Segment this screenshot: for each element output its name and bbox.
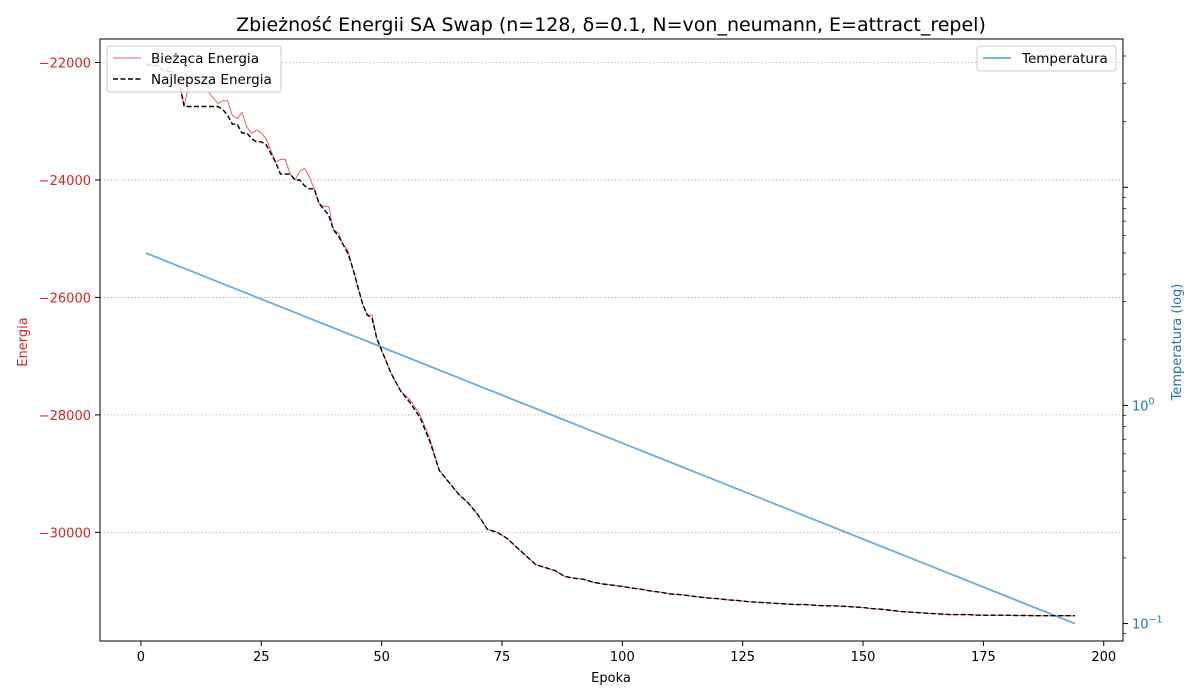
y-left-tick-label: −22000 [39,56,91,71]
legend-box [976,45,1117,72]
x-tick-label: 25 [253,650,270,665]
grid-layer [100,62,1123,533]
legend-energy: Bieżąca Energia Najlepsza Energia [106,45,282,93]
temperature-series-line [145,252,1076,625]
y-left-axis-ticks: −22000 −24000 −26000 −28000 −30000 [39,56,100,541]
x-tick-label: 50 [373,650,390,665]
x-axis-ticks: 0 25 50 75 100 125 150 175 200 [137,641,1116,665]
x-tick-label: 200 [1091,650,1116,665]
plot-frame [99,38,1124,642]
y-right-tick-label: 100 [1132,396,1155,414]
x-tick-label: 125 [730,650,755,665]
x-tick-label: 150 [851,650,876,665]
y-right-axis-ticks: 100 10−1 [1123,55,1163,634]
legend-label: Bieżąca Energia [151,51,259,67]
current-energy-series-line [145,60,1075,617]
legend-temperature: Temperatura [976,45,1117,72]
energy-layer [145,60,1075,617]
temperature-layer [145,252,1076,625]
x-tick-label: 100 [610,650,635,665]
legend-label: Temperatura [1021,51,1108,67]
chart-title: Zbieżność Energii SA Swap (n=128, δ=0.1,… [236,14,986,36]
y-left-tick-label: −30000 [39,526,91,541]
legend-box [106,45,282,93]
y-left-tick-label: −24000 [39,174,91,189]
y-right-tick-label: 10−1 [1132,615,1163,633]
x-axis-label: Epoka [591,671,631,686]
best-energy-series-line [145,63,1075,617]
x-tick-label: 0 [137,650,145,665]
y-right-axis-label: Temperatura (log) [1170,284,1185,402]
y-left-tick-label: −28000 [39,409,91,424]
y-left-axis-label: Energia [16,317,31,366]
legend-label: Najlepsza Energia [151,72,272,88]
x-tick-label: 175 [971,650,996,665]
y-left-tick-label: −26000 [39,291,91,306]
x-tick-label: 75 [494,650,511,665]
